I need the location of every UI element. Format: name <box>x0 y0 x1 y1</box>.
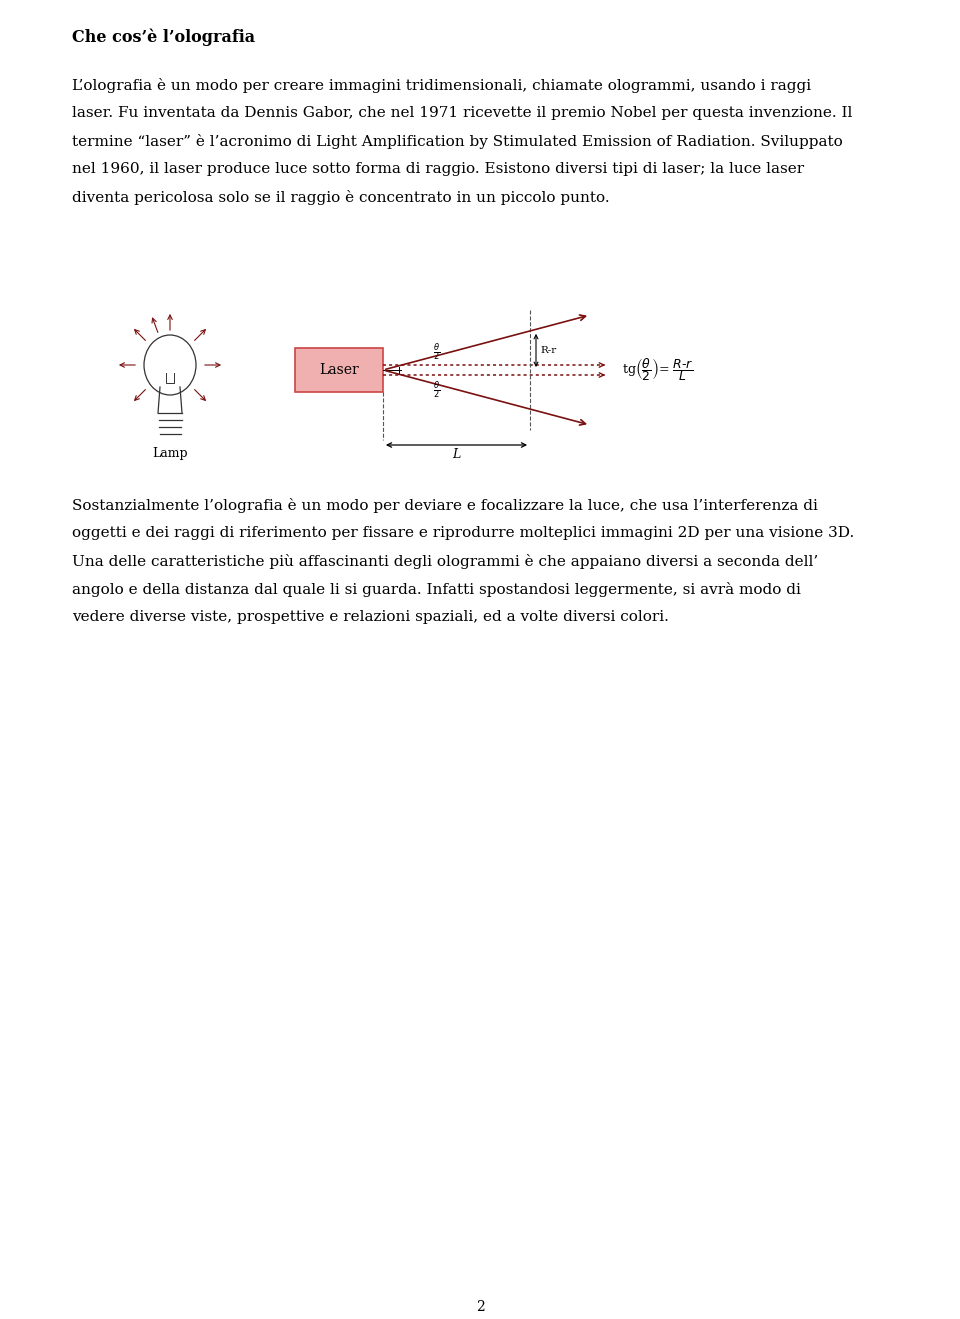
Text: nel 1960, il laser produce luce sotto forma di raggio. Esistono diversi tipi di : nel 1960, il laser produce luce sotto fo… <box>72 162 804 175</box>
Text: oggetti e dei raggi di riferimento per fissare e riprodurre molteplici immagini : oggetti e dei raggi di riferimento per f… <box>72 526 854 539</box>
Text: $\frac{\theta}{2}$: $\frac{\theta}{2}$ <box>433 342 441 363</box>
Text: diventa pericolosa solo se il raggio è concentrato in un piccolo punto.: diventa pericolosa solo se il raggio è c… <box>72 190 610 204</box>
Text: Sostanzialmente l’olografia è un modo per deviare e focalizzare la luce, che usa: Sostanzialmente l’olografia è un modo pe… <box>72 499 818 513</box>
Text: Una delle caratteristiche più affascinanti degli ologrammi è che appaiano divers: Una delle caratteristiche più affascinan… <box>72 554 818 568</box>
Text: $\frac{\theta}{2}$: $\frac{\theta}{2}$ <box>433 379 441 401</box>
Text: tg$\left(\dfrac{\theta}{2}\right)$= $\dfrac{R\text{-}r}{L}$: tg$\left(\dfrac{\theta}{2}\right)$= $\df… <box>622 356 694 384</box>
Text: L: L <box>452 448 461 462</box>
Text: 2: 2 <box>475 1301 485 1314</box>
Text: termine “laser” è l’acronimo di Light Amplification by Stimulated Emission of Ra: termine “laser” è l’acronimo di Light Am… <box>72 135 843 149</box>
Text: vedere diverse viste, prospettive e relazioni spaziali, ed a volte diversi color: vedere diverse viste, prospettive e rela… <box>72 609 669 624</box>
Text: Lamp: Lamp <box>153 447 188 460</box>
Text: R-r: R-r <box>540 346 556 355</box>
Bar <box>295 348 383 392</box>
Text: Che cos’è l’olografia: Che cos’è l’olografia <box>72 28 255 45</box>
Text: Laser: Laser <box>319 363 359 377</box>
Text: angolo e della distanza dal quale li si guarda. Infatti spostandosi leggermente,: angolo e della distanza dal quale li si … <box>72 582 801 598</box>
Text: L’olografia è un modo per creare immagini tridimensionali, chiamate ologrammi, u: L’olografia è un modo per creare immagin… <box>72 78 811 94</box>
Text: laser. Fu inventata da Dennis Gabor, che nel 1971 ricevette il premio Nobel per : laser. Fu inventata da Dennis Gabor, che… <box>72 106 852 120</box>
